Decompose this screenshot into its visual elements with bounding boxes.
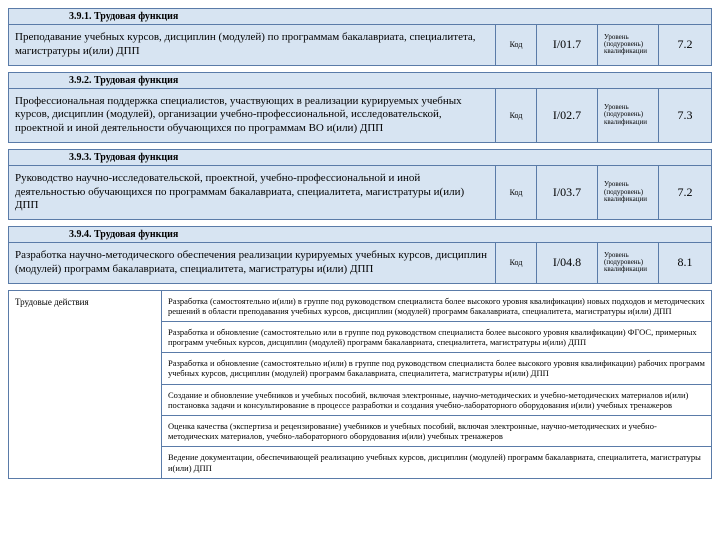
code-value: I/02.7 [537, 89, 598, 142]
labor-function-block: 3.9.3. Трудовая функцияРуководство научн… [8, 149, 712, 220]
labor-function-block: 3.9.2. Трудовая функцияПрофессиональная … [8, 72, 712, 143]
function-description: Разработка научно-методического обеспече… [9, 243, 496, 283]
level-label: Уровень (подуровень) квалификации [598, 243, 659, 283]
labor-function-row: Преподавание учебных курсов, дисциплин (… [8, 24, 712, 66]
level-value: 8.1 [659, 243, 711, 283]
action-item: Разработка (самостоятельно и(или) в груп… [162, 291, 711, 322]
code-label: Код [496, 166, 537, 219]
labor-function-header: 3.9.4. Трудовая функция [8, 226, 712, 242]
actions-list: Разработка (самостоятельно и(или) в груп… [162, 291, 711, 478]
level-value: 7.3 [659, 89, 711, 142]
code-label: Код [496, 243, 537, 283]
level-value: 7.2 [659, 25, 711, 65]
actions-label: Трудовые действия [9, 291, 162, 478]
level-label: Уровень (подуровень) квалификации [598, 89, 659, 142]
function-description: Преподавание учебных курсов, дисциплин (… [9, 25, 496, 65]
level-label: Уровень (подуровень) квалификации [598, 166, 659, 219]
action-item: Создание и обновление учебников и учебны… [162, 385, 711, 416]
action-item: Разработка и обновление (самостоятельно … [162, 353, 711, 384]
level-label: Уровень (подуровень) квалификации [598, 25, 659, 65]
labor-function-row: Разработка научно-методического обеспече… [8, 242, 712, 284]
level-value: 7.2 [659, 166, 711, 219]
code-label: Код [496, 25, 537, 65]
labor-function-header: 3.9.3. Трудовая функция [8, 149, 712, 165]
action-item: Разработка и обновление (самостоятельно … [162, 322, 711, 353]
code-value: I/01.7 [537, 25, 598, 65]
function-description: Профессиональная поддержка специалистов,… [9, 89, 496, 142]
labor-function-header: 3.9.2. Трудовая функция [8, 72, 712, 88]
labor-function-block: 3.9.4. Трудовая функцияРазработка научно… [8, 226, 712, 284]
labor-function-header: 3.9.1. Трудовая функция [8, 8, 712, 24]
code-value: I/03.7 [537, 166, 598, 219]
code-value: I/04.8 [537, 243, 598, 283]
labor-function-row: Профессиональная поддержка специалистов,… [8, 88, 712, 143]
function-description: Руководство научно-исследовательской, пр… [9, 166, 496, 219]
labor-function-block: 3.9.1. Трудовая функцияПреподавание учеб… [8, 8, 712, 66]
action-item: Ведение документации, обеспечивающей реа… [162, 447, 711, 477]
labor-function-row: Руководство научно-исследовательской, пр… [8, 165, 712, 220]
code-label: Код [496, 89, 537, 142]
labor-actions-table: Трудовые действияРазработка (самостоятел… [8, 290, 712, 478]
action-item: Оценка качества (экспертиза и рецензиров… [162, 416, 711, 447]
